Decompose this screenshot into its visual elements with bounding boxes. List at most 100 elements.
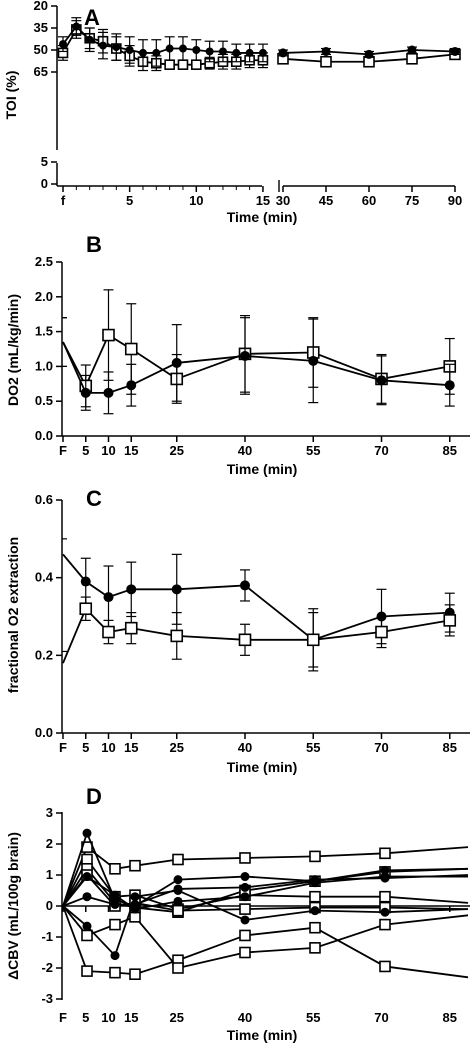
panel-d-data-point <box>240 915 250 925</box>
panel-a-data-point <box>165 44 174 53</box>
panel-b-data-point <box>103 387 114 398</box>
panel-d-data-point <box>82 892 92 902</box>
panel-c-data-point <box>103 592 114 603</box>
panel-d-data-point <box>129 859 141 872</box>
panel-d-data-point <box>109 918 121 931</box>
panel-b-series-line <box>62 333 450 388</box>
panel-c-x-tick-label: 5 <box>82 740 89 755</box>
panel-d-y-tick-label: 1 <box>46 867 53 882</box>
panel-d-data-point <box>130 892 140 902</box>
panel-c-data-point <box>80 576 91 587</box>
panel-d-data-point <box>82 828 92 838</box>
panel-d-data-point <box>380 865 390 875</box>
panel-d-x-tick-label: 70 <box>374 1010 388 1025</box>
panel-b-y-tick-label: 2.5 <box>35 254 53 269</box>
panel-a-data-point <box>245 48 254 57</box>
panel-d-data-point <box>380 907 390 917</box>
panel-b-data-point <box>444 380 455 391</box>
panel-b-x-tick-label: 70 <box>374 443 388 458</box>
panel-d-x-axis-label: Time (min) <box>227 1027 298 1043</box>
panel-b-x-tick-label: 10 <box>101 443 115 458</box>
panel-a-data-point <box>164 59 175 70</box>
panel-a-data-point <box>192 46 201 54</box>
panel-a-data-point <box>450 46 460 56</box>
panel-a-data-point <box>364 49 374 59</box>
panel-a-data-point <box>320 55 332 68</box>
panel-a-x-tick-label: 15 <box>256 193 270 208</box>
panel-b-x-tick-label: 85 <box>443 443 457 458</box>
panel-d-data-point <box>109 862 121 875</box>
panel-d-data-point <box>310 906 320 916</box>
panel-a-data-point <box>125 46 134 54</box>
panel-d-y-tick-label: 2 <box>46 836 53 851</box>
panel-d-data-point <box>239 929 251 942</box>
panel-b-x-tick-label: 15 <box>124 443 138 458</box>
panel-b-x-tick-label: 55 <box>306 443 320 458</box>
panel-d-data-point <box>240 892 250 902</box>
panel-c-y-tick-label: 0.6 <box>35 492 53 507</box>
panel-b-x-tick-label: 25 <box>170 443 184 458</box>
panel-a-y-tick-label: 65 <box>34 64 48 79</box>
panel-d-data-point <box>172 904 184 917</box>
panel-c-x-tick-label: 70 <box>374 740 388 755</box>
panel-a-data-point <box>406 52 418 65</box>
panel-c-data-point <box>126 584 137 595</box>
panel-a-data-point <box>321 46 331 56</box>
panel-b-x-tick-label: 5 <box>82 443 89 458</box>
panel-d-data-point <box>109 966 121 979</box>
panel-b-data-point <box>126 380 137 391</box>
panel-a-y-tick-label: 35 <box>34 20 48 35</box>
panel-b-y-tick-label: 0.5 <box>35 393 53 408</box>
panel-d-data-point <box>379 847 391 860</box>
panel-b-data-point <box>171 357 182 368</box>
panel-d-x-tick-label: 5 <box>82 1010 89 1025</box>
panel-b-x-tick-label: 40 <box>238 443 252 458</box>
panel-c-data-point <box>170 629 184 643</box>
panel-b-y-tick-label: 2.0 <box>35 289 53 304</box>
panel-d-x-tick-label: 40 <box>238 1010 252 1025</box>
panel-a-data-point <box>232 48 241 57</box>
panel-a-data-point <box>112 43 121 52</box>
panel-c-data-point <box>306 633 320 647</box>
panel-d-y-tick-label: 0 <box>46 898 53 913</box>
panel-c-x-tick-label: F <box>59 740 67 755</box>
panel-a-data-point <box>178 44 187 53</box>
panel-c-data-point <box>375 625 388 639</box>
panel-d-data-point <box>239 852 251 864</box>
panel-a-data-point <box>98 41 107 50</box>
panel-d-data-point <box>130 904 140 914</box>
panel-b-series-line <box>62 341 450 394</box>
panel-d-data-point <box>110 951 120 961</box>
panel-a-data-point <box>85 35 94 44</box>
panel-b-letter: B <box>86 232 102 257</box>
panel-c-series-line <box>62 553 450 641</box>
panel-d-data-point <box>172 962 184 974</box>
panel-a-x-tick-label: 5 <box>126 193 133 208</box>
panel-a-series-line <box>62 28 263 66</box>
panel-d-data-point <box>173 884 183 894</box>
panel-b-y-axis-label: DO2 (mL/kg/min) <box>5 294 21 406</box>
panel-a-data-point <box>278 48 288 58</box>
panel-d-data-point <box>309 921 321 934</box>
panel-a-y-tick-label: 0 <box>41 176 48 191</box>
panel-c-data-point <box>238 633 252 647</box>
panel-b-data-point <box>80 387 91 398</box>
panel-a-x-tick-label: 45 <box>319 193 333 208</box>
panel-b-y-tick-label: 1.5 <box>35 324 53 339</box>
panel-d-data-point <box>240 882 250 892</box>
panel-d-data-point <box>82 921 92 931</box>
panel-d-data-point <box>310 878 320 888</box>
panel-d-data-point <box>380 872 390 882</box>
panel-a-y-tick-label: 20 <box>34 0 48 13</box>
panel-d-data-point <box>309 850 321 863</box>
panel-d-data-point <box>82 872 92 882</box>
panel-a-data-point <box>177 59 189 70</box>
panel-a-y-axis-label: TOI (%) <box>3 71 19 120</box>
panel-d-x-tick-label: 55 <box>306 1010 320 1025</box>
panel-b-x-axis-label: Time (min) <box>227 461 298 477</box>
panel-c-x-tick-label: 10 <box>101 740 115 755</box>
panel-a-x-tick-label: 75 <box>405 193 419 208</box>
panel-c-y-tick-label: 0.4 <box>35 570 54 585</box>
